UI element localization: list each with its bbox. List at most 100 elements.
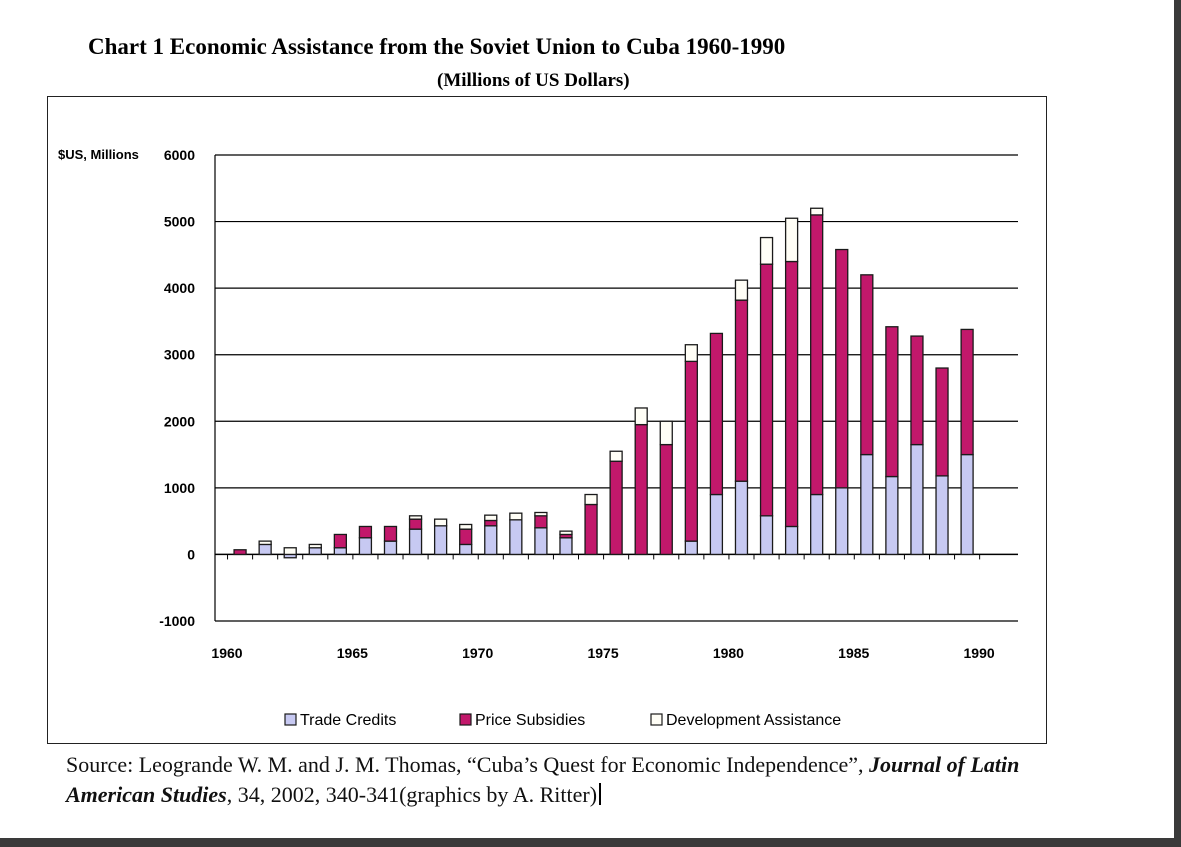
x-tick-label-1975: 1975	[587, 645, 618, 661]
bar-1972-development-assistance	[509, 512, 523, 521]
bar-1961-price-subsidies	[233, 549, 247, 556]
x-tick-label-1970: 1970	[462, 645, 493, 661]
bars	[233, 207, 974, 559]
bar-1968-price-subsidies	[408, 518, 423, 530]
source-authors: Leogrande W. M. and J. M. Thomas, “Cuba’…	[138, 752, 864, 777]
y-tick-label-1000: 1000	[164, 480, 195, 496]
window-border-bottom	[0, 838, 1181, 847]
bar-1978-price-subsidies	[659, 443, 673, 556]
bar-1964-trade-credits	[308, 547, 322, 556]
bar-1982-price-subsidies	[759, 263, 774, 517]
x-tick-label-1990: 1990	[964, 645, 995, 661]
bar-1987-trade-credits	[885, 475, 899, 556]
bar-1968-development-assistance	[408, 515, 423, 520]
bar-1966-trade-credits	[358, 537, 373, 556]
bar-1984-price-subsidies	[810, 214, 824, 496]
legend-label-trade-credits: Trade Credits	[300, 712, 396, 729]
bar-1985-price-subsidies	[835, 248, 849, 489]
bar-1986-trade-credits	[860, 453, 874, 556]
bar-1966-price-subsidies	[358, 525, 373, 539]
bar-1977-price-subsidies	[634, 423, 648, 556]
bar-1979-price-subsidies	[684, 360, 698, 542]
bar-1986-price-subsidies	[860, 274, 874, 456]
legend-label-development-assistance: Development Assistance	[666, 712, 841, 729]
text-cursor	[599, 783, 602, 805]
bar-1969-development-assistance	[433, 518, 448, 527]
bar-1984-development-assistance	[810, 207, 824, 216]
x-tick-label-1980: 1980	[713, 645, 744, 661]
bar-1965-price-subsidies	[333, 533, 348, 549]
bar-1972-trade-credits	[509, 519, 523, 556]
bar-1983-development-assistance	[784, 217, 799, 263]
bar-1968-trade-credits	[408, 528, 423, 556]
y-tick-label-2000: 2000	[164, 413, 195, 429]
bar-1970-price-subsidies	[459, 528, 473, 546]
bar-1971-price-subsidies	[484, 519, 498, 527]
bar-1977-development-assistance	[634, 407, 648, 426]
bar-1988-trade-credits	[910, 443, 924, 556]
y-tick-label-6000: 6000	[164, 147, 195, 163]
bar-1965-trade-credits	[333, 547, 348, 556]
bar-1973-development-assistance	[534, 511, 548, 517]
bar-1983-price-subsidies	[784, 260, 799, 528]
x-tick-label-1965: 1965	[337, 645, 368, 661]
bar-1975-development-assistance	[584, 493, 598, 506]
bar-1989-price-subsidies	[935, 367, 949, 477]
bar-1971-trade-credits	[484, 525, 498, 556]
bar-1987-price-subsidies	[885, 326, 899, 478]
bar-1963-development-assistance	[283, 547, 297, 556]
bar-1970-trade-credits	[459, 543, 473, 556]
bar-1962-trade-credits	[258, 543, 272, 556]
chart-subtitle: (Millions of US Dollars)	[437, 70, 630, 91]
bar-1970-development-assistance	[459, 523, 473, 530]
y-axis-ticks: -1000 0 1000 2000 3000 4000 5000 6000	[159, 147, 195, 629]
legend-swatch-price-subsidies	[459, 713, 472, 726]
bar-1974-trade-credits	[559, 537, 573, 556]
y-tick-label-5000: 5000	[164, 214, 195, 230]
bar-1976-price-subsidies	[609, 460, 623, 556]
x-tick-label-1960: 1960	[211, 645, 242, 661]
bar-1971-development-assistance	[484, 514, 498, 522]
bar-1974-development-assistance	[559, 530, 573, 536]
bar-1979-trade-credits	[684, 540, 698, 556]
bar-1981-development-assistance	[734, 279, 749, 301]
y-tick-label--1000: -1000	[159, 613, 195, 629]
bar-1981-trade-credits	[734, 480, 749, 556]
y-axis-label: $US, Millions	[58, 147, 139, 162]
legend-label-price-subsidies: Price Subsidies	[475, 712, 585, 729]
x-tick-label-1985: 1985	[838, 645, 869, 661]
bar-1973-price-subsidies	[534, 515, 548, 529]
source-journal: Journal of Latin American Studies	[66, 752, 1020, 807]
bar-1980-trade-credits	[709, 493, 724, 556]
y-tick-label-4000: 4000	[164, 280, 195, 296]
legend: Trade Credits Price Subsidies Developmen…	[284, 712, 841, 729]
y-tick-label-0: 0	[187, 546, 195, 562]
bar-1982-development-assistance	[759, 236, 774, 265]
bar-1989-trade-credits	[935, 475, 949, 556]
bar-1985-trade-credits	[835, 487, 849, 556]
source-prefix: Source:	[66, 752, 139, 777]
x-axis: 1960 1965 1970 1975 1980 1985 1990	[211, 554, 995, 661]
bar-1979-development-assistance	[684, 344, 698, 363]
bar-1980-price-subsidies	[709, 332, 724, 496]
source-citation: Source: Leogrande W. M. and J. M. Thomas…	[66, 750, 1046, 810]
legend-swatch-development-assistance	[650, 713, 663, 726]
bar-1975-price-subsidies	[584, 503, 598, 556]
bar-1990-price-subsidies	[960, 328, 974, 456]
source-suffix: , 34, 2002, 340-341(graphics by A. Ritte…	[226, 782, 598, 807]
bar-1967-trade-credits	[383, 540, 398, 556]
bar-1973-trade-credits	[534, 527, 548, 556]
bar-1964-development-assistance	[308, 543, 322, 549]
bar-1982-trade-credits	[759, 515, 774, 556]
y-tick-label-3000: 3000	[164, 347, 195, 363]
bar-1976-development-assistance	[609, 450, 623, 462]
bar-1962-development-assistance	[258, 540, 272, 546]
bar-1990-trade-credits	[960, 453, 974, 556]
legend-swatch-trade-credits	[284, 713, 297, 726]
window-border-right	[1174, 0, 1181, 847]
bar-1988-price-subsidies	[910, 335, 924, 446]
chart-frame: -1000 0 1000 2000 3000 4000 5000 6000 1960 1965 1…	[47, 96, 1047, 744]
bar-1981-price-subsidies	[734, 299, 749, 482]
chart-title: Chart 1 Economic Assistance from the Sov…	[88, 34, 786, 59]
